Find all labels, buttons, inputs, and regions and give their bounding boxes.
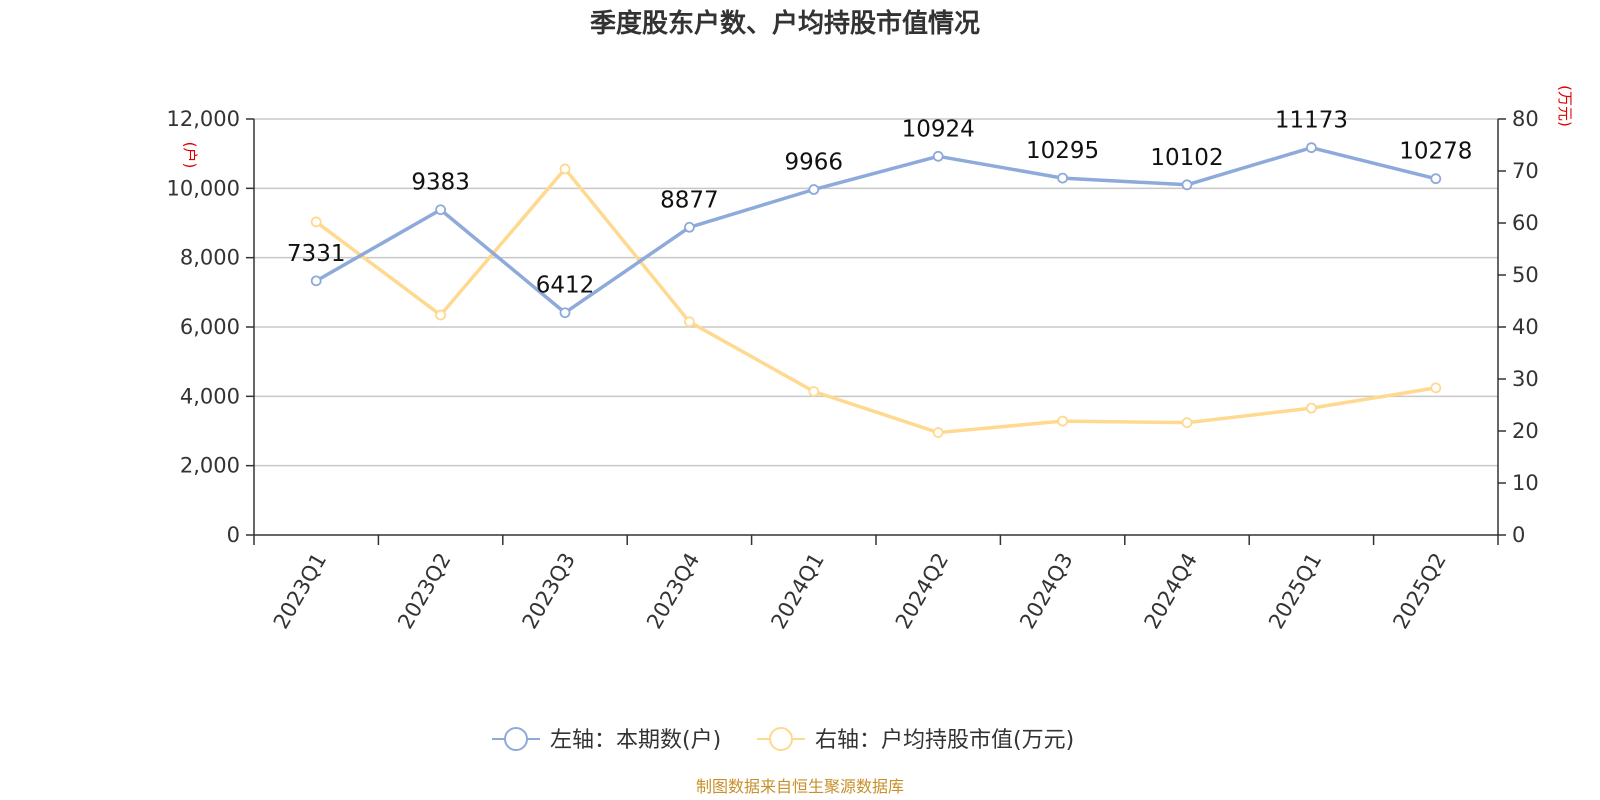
avg-market-value-point xyxy=(310,216,322,228)
chart-title: 季度股东户数、户均持股市值情况 xyxy=(590,8,980,39)
left-axis-tick-label: 0 xyxy=(227,523,240,547)
series-right-group xyxy=(310,163,1442,438)
data-label: 11173 xyxy=(1275,108,1348,134)
data-label: 8877 xyxy=(660,187,719,213)
avg-market-value-point xyxy=(1306,402,1317,414)
x-axis-tick-label: 2024Q3 xyxy=(1015,549,1077,633)
right-axis-unit: (万元) xyxy=(1556,85,1574,127)
x-axis-tick-label: 2024Q2 xyxy=(891,549,953,633)
shareholder-count-point xyxy=(559,307,571,319)
data-label: 10295 xyxy=(1026,138,1099,164)
shareholder-count-point xyxy=(1430,173,1442,185)
shareholder-count-point xyxy=(684,221,695,233)
data-label: 10278 xyxy=(1399,139,1472,165)
shareholder-count-point xyxy=(808,184,820,195)
data-labels-group: 7331 9383 6412 8877 9966 10924 10295 10102 11173… xyxy=(287,108,1472,299)
avg-market-value-line xyxy=(315,167,1437,435)
right-axis-tick-label: 0 xyxy=(1512,523,1525,547)
legend-marker-right xyxy=(769,727,793,751)
axes: 0 2,000 4,000 6,000 8,000 10,000 12,000 0 10 20 30… xyxy=(167,107,1539,633)
avg-market-value-point xyxy=(808,386,820,397)
left-axis-tick-label: 10,000 xyxy=(167,176,240,200)
x-axis-tick-label: 2024Q1 xyxy=(766,549,828,633)
shareholder-count-point xyxy=(1306,142,1317,154)
avg-market-value-point xyxy=(1430,382,1442,394)
shareholder-count-point xyxy=(932,150,944,162)
data-label: 10102 xyxy=(1150,145,1223,171)
avg-market-value-point xyxy=(435,309,447,321)
legend-marker-left xyxy=(504,727,528,751)
avg-market-value-point xyxy=(1181,417,1193,429)
shareholder-count-point xyxy=(310,275,322,287)
right-axis-tick-label: 30 xyxy=(1512,367,1539,391)
legend: 左轴：本期数(户) 右轴：户均持股市值(万元) xyxy=(492,727,1074,753)
data-label: 10924 xyxy=(902,116,975,142)
series-left-group xyxy=(310,142,1442,319)
shareholder-count-point xyxy=(435,204,447,216)
avg-market-value-point xyxy=(1057,415,1068,427)
right-axis-tick-label: 60 xyxy=(1512,211,1539,235)
avg-market-value-point xyxy=(684,316,695,328)
x-axis-tick-label: 2025Q1 xyxy=(1264,549,1326,633)
right-axis-tick-label: 70 xyxy=(1512,159,1539,183)
source-note: 制图数据来自恒生聚源数据库 xyxy=(696,777,904,796)
avg-market-value-point xyxy=(559,163,571,175)
x-axis-tick-label: 2025Q2 xyxy=(1388,549,1450,633)
x-axis-tick-label: 2024Q4 xyxy=(1140,549,1202,633)
x-axis-tick-label: 2023Q2 xyxy=(393,549,455,633)
right-axis-tick-label: 10 xyxy=(1512,471,1539,495)
x-axis-tick-label: 2023Q3 xyxy=(518,549,580,633)
shareholder-count-line xyxy=(315,145,1437,315)
grid-lines xyxy=(254,118,1498,467)
legend-label-right: 右轴：户均持股市值(万元) xyxy=(815,728,1074,753)
left-axis-tick-label: 6,000 xyxy=(180,315,240,339)
left-axis-tick-label: 8,000 xyxy=(180,246,240,270)
shareholder-count-point xyxy=(1181,179,1193,191)
right-axis-tick-label: 80 xyxy=(1512,107,1539,131)
data-label: 9383 xyxy=(411,170,470,196)
left-axis-tick-label: 12,000 xyxy=(167,107,240,131)
right-axis-tick-label: 40 xyxy=(1512,315,1539,339)
data-label: 7331 xyxy=(287,241,346,267)
left-axis-tick-label: 4,000 xyxy=(180,384,240,408)
left-axis-tick-label: 2,000 xyxy=(180,454,240,478)
data-label: 6412 xyxy=(536,273,595,299)
x-axis-tick-label: 2023Q4 xyxy=(642,549,704,633)
left-axis-unit: (户) xyxy=(181,142,199,169)
x-axis-tick-label: 2023Q1 xyxy=(269,549,331,633)
right-axis-tick-label: 20 xyxy=(1512,419,1539,443)
legend-label-left: 左轴：本期数(户) xyxy=(550,728,721,753)
legend-item-left[interactable]: 左轴：本期数(户) xyxy=(492,727,721,753)
data-label: 9966 xyxy=(785,150,844,176)
right-axis-tick-label: 50 xyxy=(1512,263,1539,287)
avg-market-value-point xyxy=(932,427,944,438)
legend-item-right[interactable]: 右轴：户均持股市值(万元) xyxy=(757,727,1074,753)
shareholder-count-point xyxy=(1057,172,1068,184)
